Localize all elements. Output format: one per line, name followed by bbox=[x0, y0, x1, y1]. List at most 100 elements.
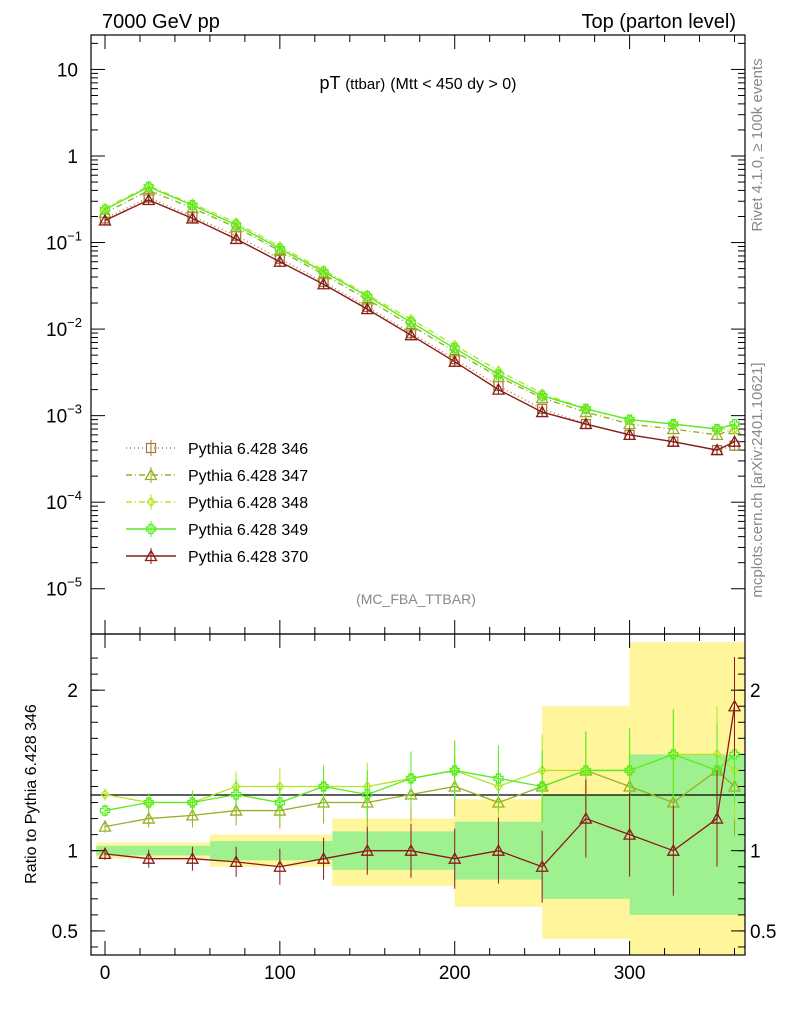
ratio-y-tick-label-right: 0.5 bbox=[750, 922, 776, 943]
ratio-point bbox=[98, 847, 112, 860]
ratio-series-layer bbox=[98, 657, 742, 903]
legend-entry: Pythia 6.428 346 bbox=[188, 441, 308, 458]
ratio-point bbox=[185, 808, 200, 821]
ratio-point bbox=[537, 781, 548, 792]
ratio-point bbox=[360, 843, 374, 856]
ratio-point bbox=[666, 843, 680, 856]
ratio-point bbox=[579, 811, 593, 824]
legend-entry: Pythia 6.428 370 bbox=[188, 549, 308, 566]
series-line bbox=[104, 186, 735, 430]
ratio-ylabel: Ratio to Pythia 6.428 346 bbox=[23, 704, 40, 884]
data-point bbox=[668, 418, 679, 430]
data-point bbox=[622, 427, 637, 440]
legend-marker bbox=[146, 496, 156, 508]
ratio-point bbox=[362, 789, 373, 800]
ratio-y-tick-label: 0.5 bbox=[52, 922, 78, 943]
data-point bbox=[710, 427, 724, 440]
data-point bbox=[535, 405, 549, 418]
data-point bbox=[727, 434, 742, 447]
ratio-point bbox=[710, 811, 724, 824]
data-point bbox=[274, 243, 286, 254]
ratio-point bbox=[318, 781, 329, 792]
data-point bbox=[99, 204, 111, 215]
data-point bbox=[624, 414, 635, 425]
data-point bbox=[537, 390, 548, 401]
x-tick-label: 100 bbox=[264, 963, 296, 984]
rivet-label: Rivet 4.1.0, ≥ 100k events bbox=[749, 58, 766, 231]
data-point bbox=[360, 302, 374, 315]
data-point bbox=[666, 434, 680, 447]
data-point bbox=[491, 382, 506, 395]
x-tick-label: 300 bbox=[614, 963, 646, 984]
ratio-point bbox=[449, 765, 460, 776]
ratio-point bbox=[316, 851, 331, 864]
y-tick-label: 10−5 bbox=[46, 575, 82, 601]
ratio-point bbox=[274, 797, 286, 808]
ratio-y-tick-label-right: 2 bbox=[750, 681, 761, 702]
main-frame bbox=[90, 34, 746, 635]
y-tick-label: 1 bbox=[67, 147, 78, 168]
data-point bbox=[142, 193, 156, 206]
data-point bbox=[185, 211, 200, 224]
ratio-line bbox=[104, 769, 735, 828]
ratio-point bbox=[711, 765, 723, 776]
data-point bbox=[362, 291, 373, 302]
legend-marker bbox=[145, 442, 157, 454]
mcplots-label: mcplots.cern.ch [arXiv:2401.10621] bbox=[749, 362, 766, 597]
ratio-point bbox=[185, 851, 200, 864]
data-point bbox=[580, 403, 592, 414]
ratio-axes: 0.5 0.5 1 1 2 2 bbox=[52, 657, 776, 948]
data-point bbox=[143, 181, 154, 193]
ratio-point bbox=[230, 789, 242, 800]
y-tick-label: 10−3 bbox=[46, 402, 82, 428]
y-tick-label: 10−4 bbox=[46, 488, 82, 514]
ratio-point bbox=[405, 773, 417, 784]
ratio-point bbox=[229, 855, 243, 868]
legend: Pythia 6.428 346 Pythia 6.428 347 Pythia 6… bbox=[126, 440, 308, 566]
data-point bbox=[448, 354, 462, 367]
ratio-point bbox=[729, 749, 740, 760]
analysis-tag: (MC_FBA_TTBAR) bbox=[356, 591, 476, 607]
data-point bbox=[273, 254, 287, 267]
ratio-point bbox=[624, 765, 635, 776]
ratio-point bbox=[491, 843, 506, 856]
series-line bbox=[104, 189, 735, 436]
y-tick-label: 10−1 bbox=[46, 229, 82, 255]
legend-marker bbox=[145, 523, 157, 535]
data-point bbox=[318, 266, 329, 277]
ratio-point bbox=[448, 851, 462, 864]
legend-marker bbox=[144, 468, 158, 481]
ratio-point bbox=[727, 699, 742, 712]
ratio-point bbox=[100, 788, 110, 801]
ratio-point bbox=[142, 851, 156, 864]
legend-entry: Pythia 6.428 348 bbox=[188, 495, 308, 512]
data-point bbox=[230, 219, 242, 231]
chart-title: pT (ttbar) (Mtt < 450 dy > 0) bbox=[319, 73, 516, 93]
ratio-point bbox=[580, 765, 592, 776]
ratio-point bbox=[622, 827, 637, 840]
ratio-point bbox=[535, 859, 549, 872]
header-left: 7000 GeV pp bbox=[102, 11, 220, 33]
ratio-point bbox=[229, 803, 243, 816]
y-tick-label: 10−2 bbox=[46, 315, 82, 341]
legend-marker bbox=[144, 549, 158, 562]
data-point bbox=[710, 443, 724, 456]
ratio-line bbox=[104, 753, 735, 812]
title-rest: (Mtt < 450 dy > 0) bbox=[390, 76, 516, 93]
data-point bbox=[711, 423, 723, 435]
band-green bbox=[209, 841, 333, 861]
x-tick-label: 0 bbox=[100, 963, 111, 984]
ratio-point bbox=[98, 819, 112, 832]
data-point bbox=[729, 418, 740, 430]
data-point bbox=[449, 343, 460, 354]
series-line bbox=[104, 199, 735, 451]
data-point bbox=[316, 277, 331, 290]
ratio-point bbox=[668, 749, 679, 760]
title-main: pT bbox=[319, 73, 340, 93]
ratio-y-tick-label-right: 1 bbox=[750, 842, 761, 863]
band-green bbox=[96, 845, 210, 856]
x-axis: 0 100 200 300 bbox=[100, 35, 736, 984]
main-series-layer bbox=[98, 180, 742, 456]
ratio-y-tick-label: 1 bbox=[67, 842, 78, 863]
